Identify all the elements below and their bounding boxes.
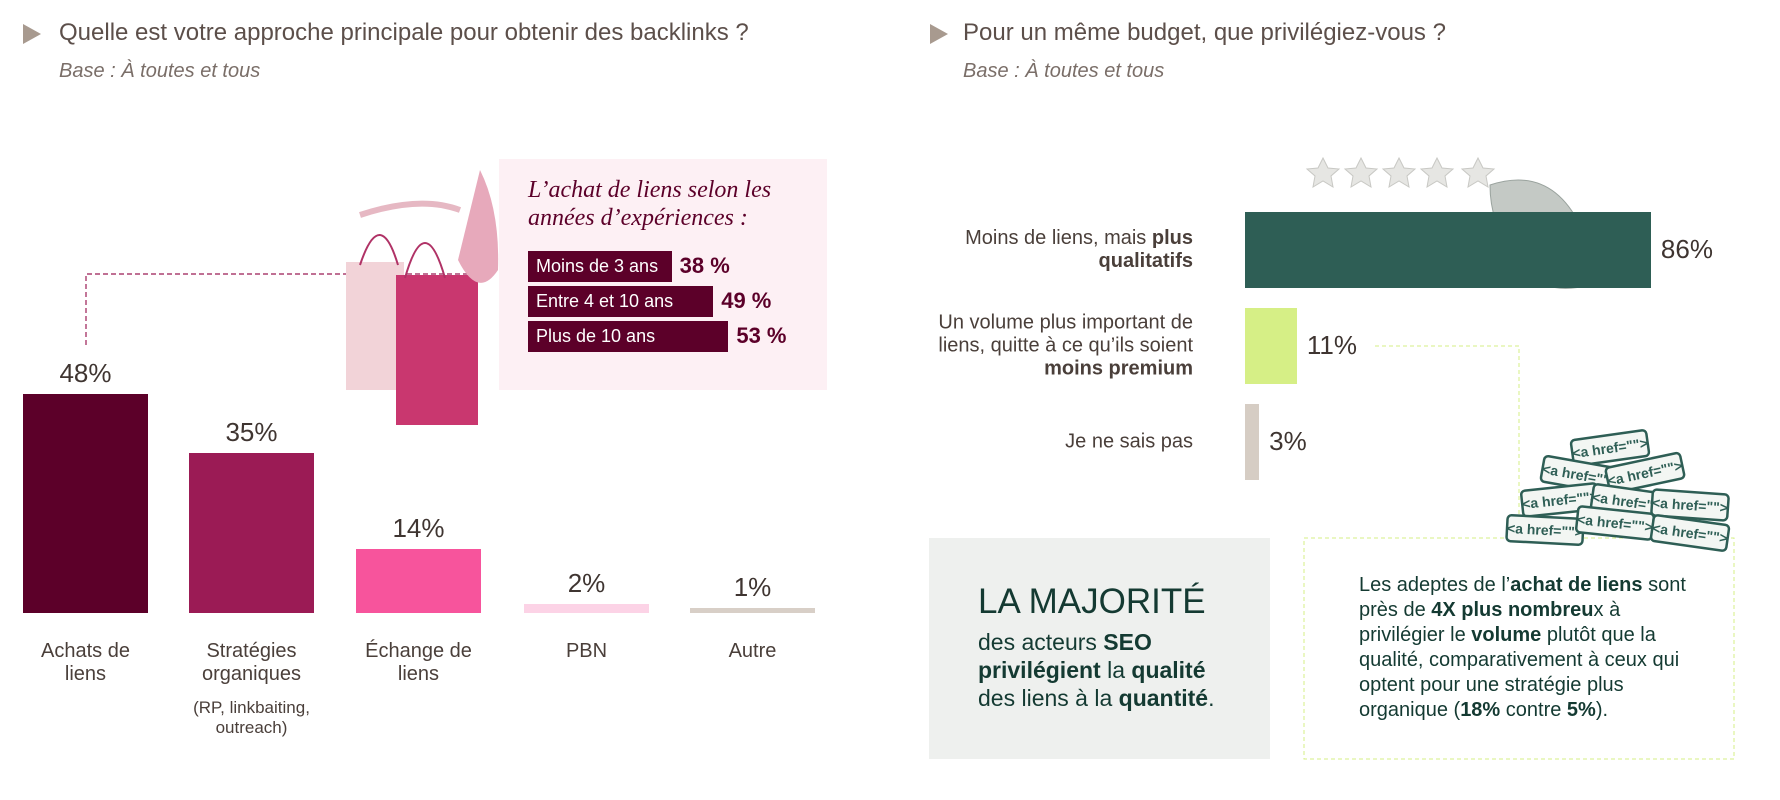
text-run: Je ne sais pas: [1065, 430, 1193, 453]
text-run: ).: [1595, 699, 1609, 721]
text-run: 18%: [1460, 699, 1501, 721]
value-label: 2%: [567, 567, 606, 598]
text-run: la: [1100, 657, 1132, 683]
text-run: plutôt que la qualité, comparativement à…: [1359, 624, 1680, 721]
callout-body: des acteurs SEO privilégient la qualité …: [978, 628, 1228, 712]
bags: [346, 170, 499, 425]
category-label: Je ne sais pas: [925, 431, 1193, 454]
text-run: .: [1208, 685, 1215, 711]
tag-text: <a href="">: [1576, 511, 1653, 535]
tag-text: <a href="">: [1521, 488, 1598, 512]
value-label: 11%: [1306, 330, 1358, 360]
bar: [356, 549, 481, 613]
tag-text: <a href="">: [1507, 520, 1584, 540]
bar: [528, 286, 714, 317]
bullet: [23, 24, 41, 44]
bullet: [930, 24, 948, 44]
text-run: Les adeptes de l’: [1359, 574, 1511, 596]
text-run: moins premium: [1044, 357, 1193, 380]
href-tag: <a href="">: [1505, 513, 1585, 547]
tag-text: <a href="">: [1652, 494, 1729, 515]
text-run: 4X plus nombreu: [1431, 599, 1594, 621]
text-run: des liens à la: [978, 685, 1119, 711]
bar: [528, 321, 729, 352]
text-run: Un volume plus important de liens, quitt…: [938, 311, 1193, 357]
bar: [524, 603, 649, 613]
callout-title: LA MAJORITÉ: [978, 582, 1206, 621]
category-label: Un volume plus important de liens, quitt…: [925, 312, 1193, 381]
chart-subtitle: Base : À toutes et tous: [59, 60, 261, 82]
text-run: qualité: [1131, 657, 1206, 683]
category-note: (RP, linkbaiting, outreach): [193, 698, 310, 737]
tag-bg: [1569, 429, 1651, 467]
tag-bg: [1649, 514, 1731, 552]
text-run: sont près de: [1359, 574, 1686, 621]
text-run: quantité: [1118, 685, 1209, 711]
value-label: 86%: [1660, 234, 1713, 264]
text-run: des acteurs: [978, 629, 1104, 655]
href-tag: <a href="">: [1569, 429, 1651, 467]
bar: [528, 251, 672, 282]
chart-title: Quelle est votre approche principale pou…: [59, 19, 749, 46]
href-tag: <a href="">: [1649, 514, 1731, 552]
callout-body: Les adeptes de l’achat de liens sont prè…: [1359, 573, 1704, 723]
bar-label: Entre 4 et 10 ans: [536, 291, 674, 311]
category-label: Stratégies organiques: [202, 640, 301, 685]
text-run: volume: [1471, 624, 1542, 646]
bar: [1245, 404, 1260, 480]
bar: [189, 453, 314, 613]
bar: [1245, 308, 1297, 384]
chart-subtitle: Base : À toutes et tous: [963, 60, 1165, 82]
category-label: Échange de liens: [365, 640, 472, 685]
text-run: achat de liens: [1510, 574, 1643, 596]
value-label: 1%: [733, 572, 772, 603]
category-label: Autre: [728, 640, 777, 662]
value-label: 53 %: [736, 323, 787, 348]
category-label: Achats de liens: [41, 640, 130, 685]
href-tags: <a href=""><a href=""><a href=""><a href…: [1505, 429, 1731, 552]
text-run: privilégient: [978, 657, 1101, 683]
inset-title: L’achat de liens selon les années d’expé…: [528, 177, 772, 231]
bar-label: Moins de 3 ans: [536, 256, 659, 276]
value-label: 14%: [392, 513, 445, 544]
value-label: 38 %: [679, 253, 730, 278]
text-run: 5%: [1566, 699, 1596, 721]
chart-title: Pour un même budget, que privilégiez-vou…: [963, 19, 1446, 46]
bar: [690, 608, 815, 613]
bar: [1245, 212, 1651, 288]
tag-bg: [1604, 451, 1686, 495]
bar-label: Plus de 10 ans: [536, 326, 656, 346]
note-border: [1303, 537, 1735, 760]
bar: [23, 394, 148, 613]
text-run: x à privilégier le: [1359, 599, 1621, 646]
text-run: Moins de liens, mais: [965, 227, 1152, 249]
text-run: contre: [1500, 699, 1567, 721]
href-tag: <a href="">: [1604, 451, 1686, 495]
href-tag: <a href="">: [1650, 488, 1730, 522]
category-label: Moins de liens, mais plus qualitatifs: [925, 227, 1193, 273]
text-run: plus qualitatifs: [1098, 227, 1193, 272]
category-label: PBN: [565, 640, 608, 662]
text-run: SEO: [1103, 629, 1152, 655]
value-label: 49 %: [721, 288, 772, 313]
value-label: 3%: [1269, 426, 1307, 456]
connector: [1375, 345, 1520, 538]
value-label: 35%: [225, 417, 278, 448]
value-label: 48%: [59, 358, 112, 389]
majority-bg: [929, 538, 1270, 759]
tag-bg: [1650, 488, 1730, 522]
